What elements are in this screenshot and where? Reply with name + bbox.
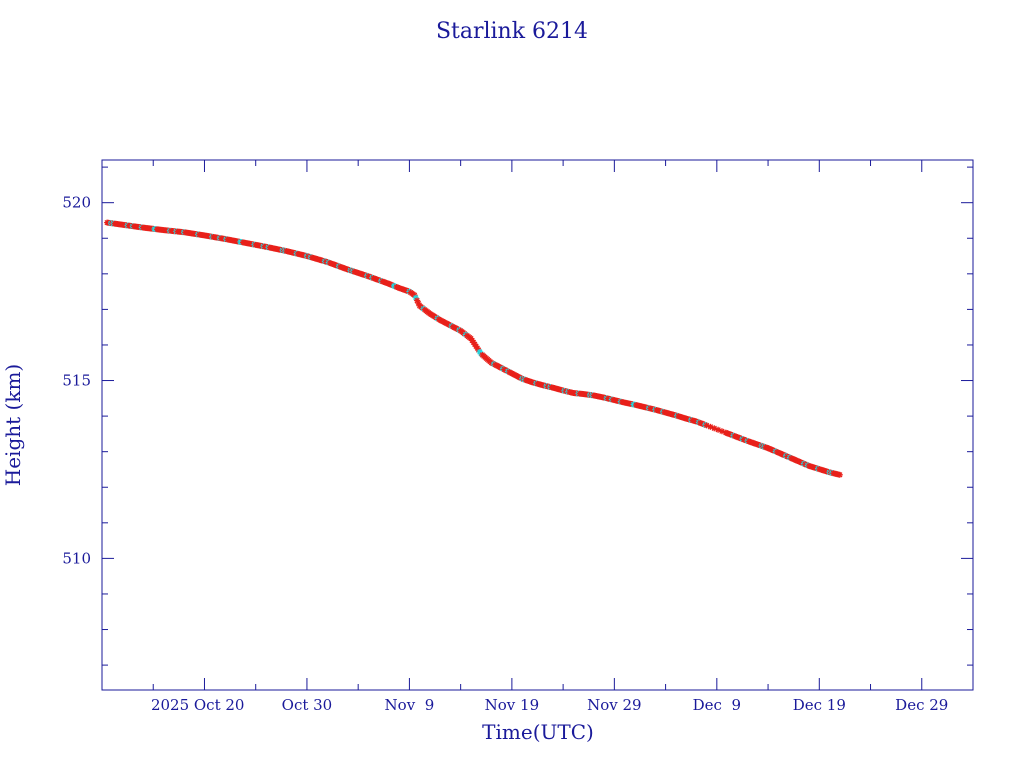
x-tick-label: Dec 19 xyxy=(793,696,846,714)
x-tick-label: Oct 30 xyxy=(282,696,333,714)
x-tick-label: Dec 29 xyxy=(895,696,948,714)
x-tick-label: Nov 9 xyxy=(385,696,435,714)
y-axis-label: Height (km) xyxy=(1,364,25,486)
x-tick-labels: 2025 Oct 20 Oct 30 Nov 9 Nov 19 Nov 29 Dec 9 D… xyxy=(151,696,948,714)
x-tick-label: Nov 19 xyxy=(485,696,540,714)
y-tick-label: 520 xyxy=(62,194,91,212)
y-tick-labels: 510 515 520 xyxy=(62,194,91,568)
x-tick-label: 2025 Oct 20 xyxy=(151,696,245,714)
chart-title: Starlink 6214 xyxy=(436,19,588,44)
axes xyxy=(101,159,974,691)
y-tick-label: 510 xyxy=(62,549,91,567)
y-tick-label: 515 xyxy=(62,372,91,390)
x-tick-label: Dec 9 xyxy=(693,696,741,714)
plot-frame xyxy=(101,159,974,691)
data-point xyxy=(414,297,421,304)
x-tick-label: Nov 29 xyxy=(587,696,642,714)
x-axis-label: Time(UTC) xyxy=(482,720,594,744)
series-markers xyxy=(104,219,843,478)
data-point xyxy=(836,471,843,478)
